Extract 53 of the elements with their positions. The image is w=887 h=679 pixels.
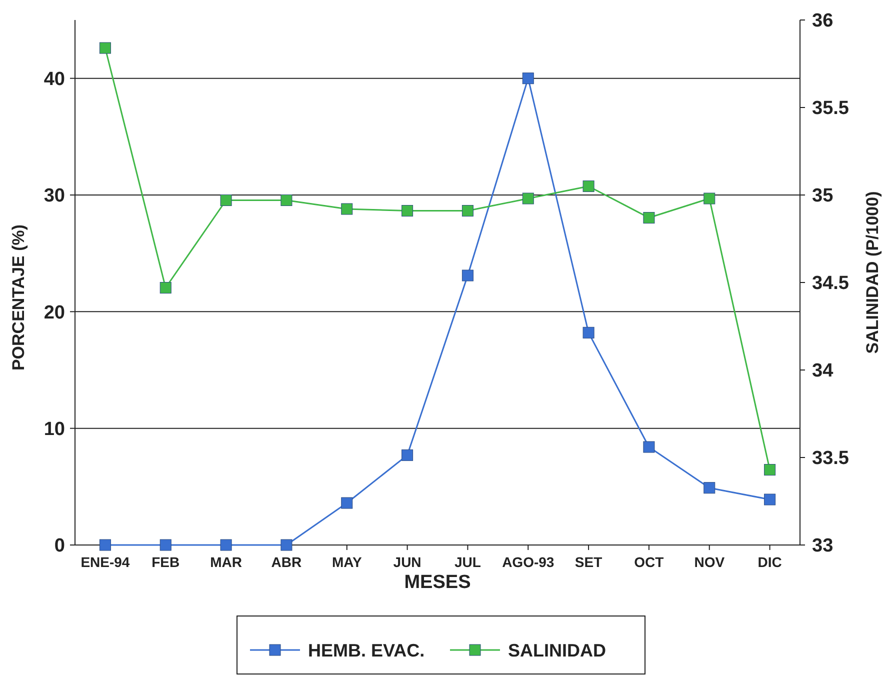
point [462,270,474,282]
x-tick-label: FEB [152,554,180,570]
x-tick-label: JUL [454,554,482,570]
x-tick-label: MAR [210,554,242,570]
point [582,180,594,192]
x-axis-title: MESES [404,572,471,593]
y2-tick-label: 33 [812,536,834,557]
point [220,539,232,551]
point [402,205,414,216]
point [643,212,655,224]
point [764,464,776,476]
y2-tick-label: 33.5 [812,448,850,470]
y2-axis-title: SALINIDAD (P/1000) [863,191,882,354]
point [341,497,353,509]
x-tick-label: AGO-93 [502,554,554,570]
legend-label: SALINIDAD [508,640,606,660]
point [582,326,594,338]
y-tick-label: 30 [44,186,65,207]
x-tick-label: DIC [758,554,782,570]
y2-tick-label: 34.5 [812,273,850,294]
y-tick-label: 20 [44,302,65,324]
point [704,482,716,494]
point [99,42,111,54]
point [462,205,474,216]
x-tick-label: JUN [393,554,422,570]
x-tick-label: ENE-94 [80,554,130,570]
y2-tick-label: 34 [812,360,834,382]
y-tick-label: 40 [44,68,65,90]
x-tick-label: NOV [694,554,726,570]
x-tick-label: OCT [634,554,664,570]
point [341,203,353,215]
point [280,539,292,551]
point [160,539,172,551]
y2-tick-label: 35 [812,186,834,207]
x-tick-label: MAY [332,554,362,570]
y2-tick-label: 36 [812,10,834,32]
point [764,494,776,506]
y-tick-label: 10 [44,418,65,440]
point [704,192,716,204]
x-tick-label: ABR [271,554,302,570]
y-axis-title: PORCENTAJE (%) [9,224,28,371]
point [99,539,111,551]
legend-label: HEMB. EVAC. [308,640,425,660]
point [643,441,655,453]
y2-tick-label: 35.5 [812,98,850,120]
y-tick-label: 0 [54,536,65,557]
point [220,194,232,206]
point [522,192,534,204]
point [160,282,172,294]
point [522,72,534,84]
point [402,449,414,461]
x-tick-label: SET [574,554,603,570]
point [280,194,292,206]
